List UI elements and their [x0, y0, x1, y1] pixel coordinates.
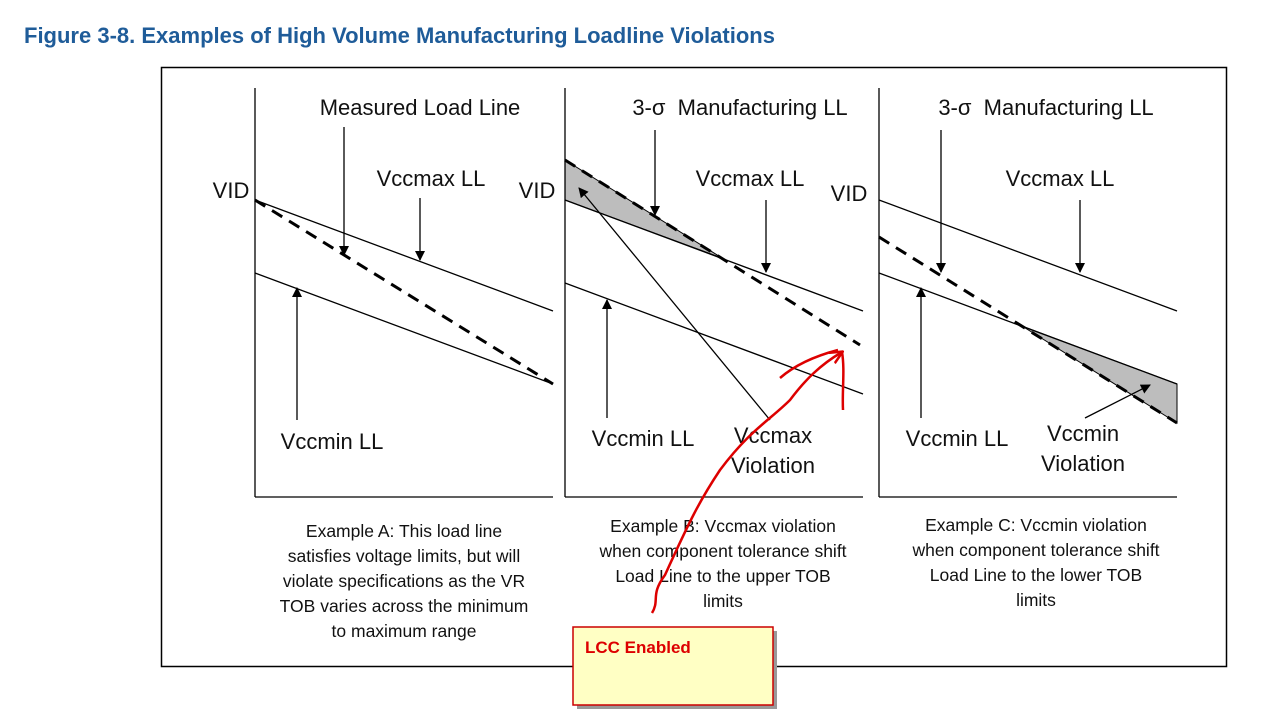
- measured-load-line: [254, 198, 554, 386]
- vccmax-line: [878, 199, 1178, 312]
- caption-line: limits: [1016, 590, 1056, 610]
- caption-line: limits: [703, 591, 743, 611]
- caption-line: satisfies voltage limits, but will: [288, 546, 520, 566]
- top-label: Measured Load Line: [320, 95, 521, 120]
- violation-label: Vccmin: [1047, 421, 1119, 446]
- vccmax-label: Vccmax LL: [696, 166, 805, 191]
- caption-line: to maximum range: [332, 621, 477, 641]
- caption-line: Example A: This load line: [306, 521, 502, 541]
- vccmax-line: [564, 199, 864, 312]
- vid-label: VID: [519, 178, 556, 203]
- vccmin-label: Vccmin LL: [592, 426, 695, 451]
- vid-label: VID: [831, 181, 868, 206]
- caption-line: when component tolerance shift: [911, 540, 1159, 560]
- vccmax-line: [254, 199, 554, 312]
- caption-line: Load Line to the lower TOB: [930, 565, 1142, 585]
- violation-label: Violation: [731, 453, 815, 478]
- annotation-arrow-stroke: [779, 348, 845, 411]
- pointer-arrow: [578, 187, 771, 421]
- caption-line: TOB varies across the minimum: [280, 596, 529, 616]
- vccmin-line: [878, 272, 1178, 385]
- top-label: 3-σ Manufacturing LL: [938, 95, 1153, 120]
- vccmin-label: Vccmin LL: [906, 426, 1009, 451]
- caption-line: Load Line to the upper TOB: [615, 566, 830, 586]
- caption-line: Example B: Vccmax violation: [610, 516, 836, 536]
- vccmax-label: Vccmax LL: [1006, 166, 1115, 191]
- vccmin-line: [254, 272, 554, 385]
- caption-line: Example C: Vccmin violation: [925, 515, 1147, 535]
- violation-label: Vccmax: [734, 423, 812, 448]
- vid-label: VID: [213, 178, 250, 203]
- violation-label: Violation: [1041, 451, 1125, 476]
- vccmin-line: [564, 282, 864, 395]
- pointer-arrow: [1084, 384, 1151, 419]
- figure-title: Figure 3-8. Examples of High Volume Manu…: [24, 23, 775, 48]
- top-label: 3-σ Manufacturing LL: [632, 95, 847, 120]
- caption-line: when component tolerance shift: [598, 541, 846, 561]
- annotation-arrow: [650, 352, 842, 614]
- vccmin-label: Vccmin LL: [281, 429, 384, 454]
- note-box: [572, 626, 774, 706]
- note-text: LCC Enabled: [585, 638, 691, 657]
- vccmax-label: Vccmax LL: [377, 166, 486, 191]
- measured-load-line: [564, 158, 861, 347]
- caption-line: violate specifications as the VR: [283, 571, 525, 591]
